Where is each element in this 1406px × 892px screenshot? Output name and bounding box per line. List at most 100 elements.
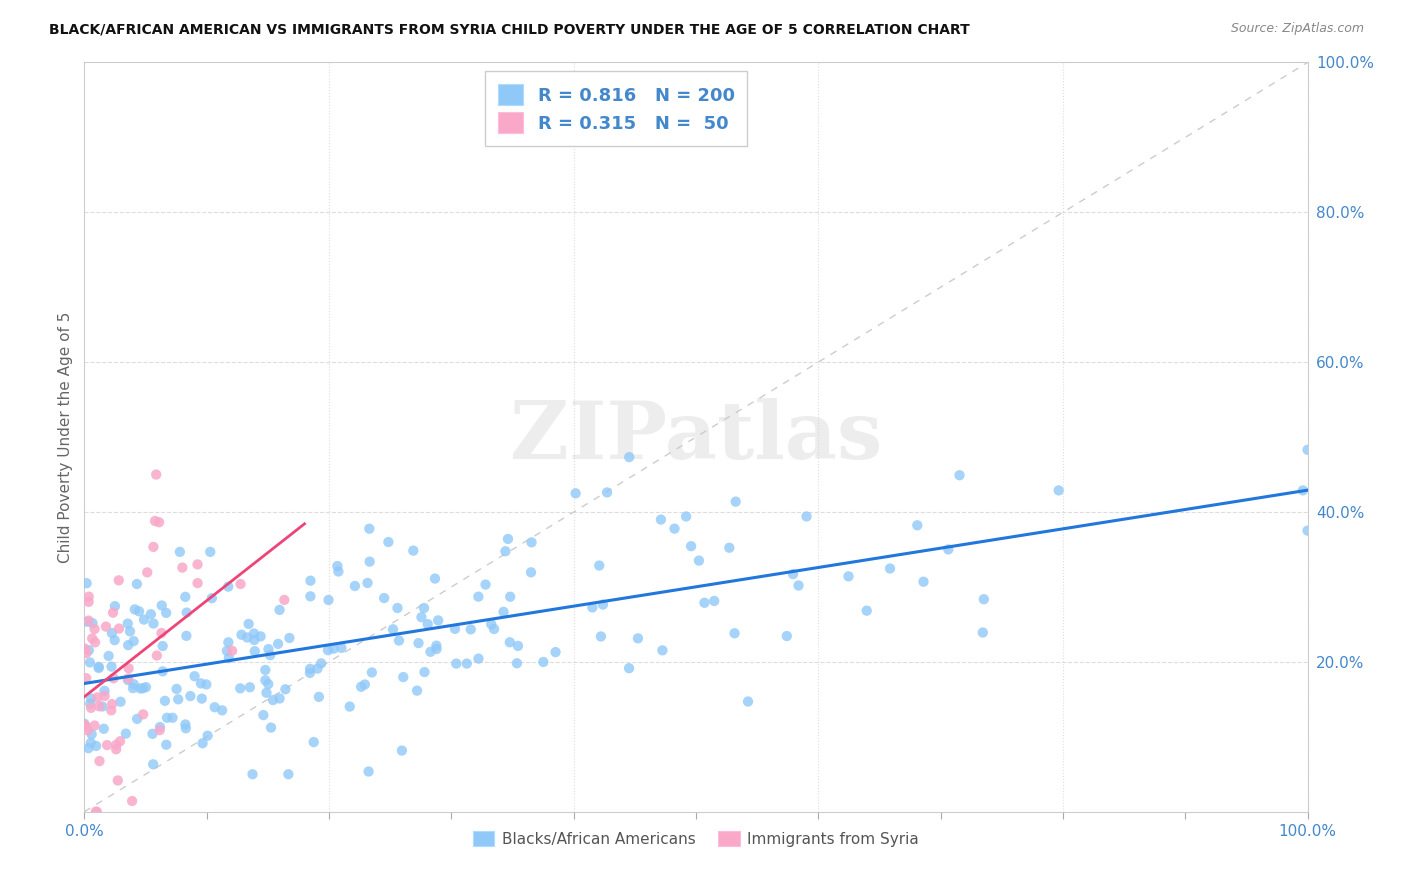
Point <box>912 574 935 589</box>
Point <box>121 794 143 808</box>
Point <box>86 805 108 819</box>
Point <box>496 532 519 546</box>
Point <box>1047 483 1070 498</box>
Point <box>155 606 177 620</box>
Point <box>252 708 274 723</box>
Point <box>353 677 375 691</box>
Point <box>176 606 198 620</box>
Point <box>402 543 425 558</box>
Point <box>79 697 101 711</box>
Point <box>243 644 266 658</box>
Point <box>169 545 191 559</box>
Point <box>377 535 399 549</box>
Text: BLACK/AFRICAN AMERICAN VS IMMIGRANTS FROM SYRIA CHILD POVERTY UNDER THE AGE OF 5: BLACK/AFRICAN AMERICAN VS IMMIGRANTS FRO… <box>49 22 970 37</box>
Point <box>89 699 111 714</box>
Point <box>97 648 120 663</box>
Point <box>592 598 614 612</box>
Point <box>581 600 603 615</box>
Point <box>406 683 429 698</box>
Point <box>460 623 482 637</box>
Point <box>76 615 98 629</box>
Point <box>84 739 107 753</box>
Point <box>118 624 141 639</box>
Point <box>413 665 436 679</box>
Point <box>423 572 446 586</box>
Point <box>499 590 522 604</box>
Point <box>76 576 98 591</box>
Point <box>91 699 114 714</box>
Point <box>388 633 411 648</box>
Point <box>141 727 163 741</box>
Point <box>416 617 439 632</box>
Point <box>718 541 741 555</box>
Point <box>84 635 107 649</box>
Point <box>627 632 650 646</box>
Point <box>139 607 162 622</box>
Text: Source: ZipAtlas.com: Source: ZipAtlas.com <box>1230 22 1364 36</box>
Point <box>84 805 107 819</box>
Point <box>152 665 174 679</box>
Point <box>200 545 222 559</box>
Point <box>373 591 395 605</box>
Point <box>273 593 295 607</box>
Legend: Blacks/African Americans, Immigrants from Syria: Blacks/African Americans, Immigrants fro… <box>467 824 925 853</box>
Point <box>79 656 101 670</box>
Point <box>149 720 172 734</box>
Point <box>411 610 433 624</box>
Point <box>201 591 224 606</box>
Point <box>187 576 209 591</box>
Point <box>681 539 703 553</box>
Point <box>330 640 353 655</box>
Point <box>1296 524 1319 538</box>
Point <box>343 579 366 593</box>
Point <box>905 518 928 533</box>
Point <box>520 535 543 549</box>
Point <box>197 729 219 743</box>
Point <box>322 641 344 656</box>
Point <box>107 574 129 588</box>
Point <box>122 677 145 691</box>
Point <box>115 726 138 740</box>
Point <box>174 590 197 604</box>
Point <box>948 468 970 483</box>
Point <box>588 558 610 573</box>
Point <box>93 722 115 736</box>
Point <box>132 681 155 696</box>
Point <box>419 645 441 659</box>
Point <box>723 626 745 640</box>
Point <box>506 657 529 671</box>
Point <box>589 630 612 644</box>
Point <box>425 639 447 653</box>
Point <box>506 639 529 653</box>
Point <box>143 514 166 528</box>
Point <box>693 596 716 610</box>
Point <box>76 723 98 738</box>
Point <box>387 601 409 615</box>
Point <box>73 641 96 656</box>
Point <box>531 655 554 669</box>
Point <box>217 580 239 594</box>
Point <box>544 645 567 659</box>
Point <box>148 515 170 529</box>
Point <box>77 614 100 628</box>
Point <box>664 522 686 536</box>
Point <box>973 592 995 607</box>
Point <box>413 601 436 615</box>
Point <box>73 716 96 731</box>
Point <box>204 700 226 714</box>
Point <box>427 614 450 628</box>
Point <box>117 616 139 631</box>
Point <box>94 619 117 633</box>
Point <box>108 734 131 748</box>
Point <box>444 622 467 636</box>
Point <box>269 691 291 706</box>
Point <box>408 636 430 650</box>
Point <box>229 577 252 591</box>
Text: ZIPatlas: ZIPatlas <box>510 398 882 476</box>
Point <box>242 767 264 781</box>
Point <box>236 631 259 645</box>
Point <box>93 683 115 698</box>
Point <box>479 617 502 632</box>
Point <box>256 686 278 700</box>
Point <box>117 673 139 687</box>
